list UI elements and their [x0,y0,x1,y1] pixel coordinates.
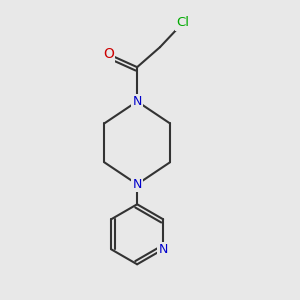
Text: N: N [133,95,142,108]
Text: O: O [103,47,114,61]
Text: Cl: Cl [176,16,189,29]
Text: N: N [158,243,168,256]
Text: N: N [133,178,142,191]
